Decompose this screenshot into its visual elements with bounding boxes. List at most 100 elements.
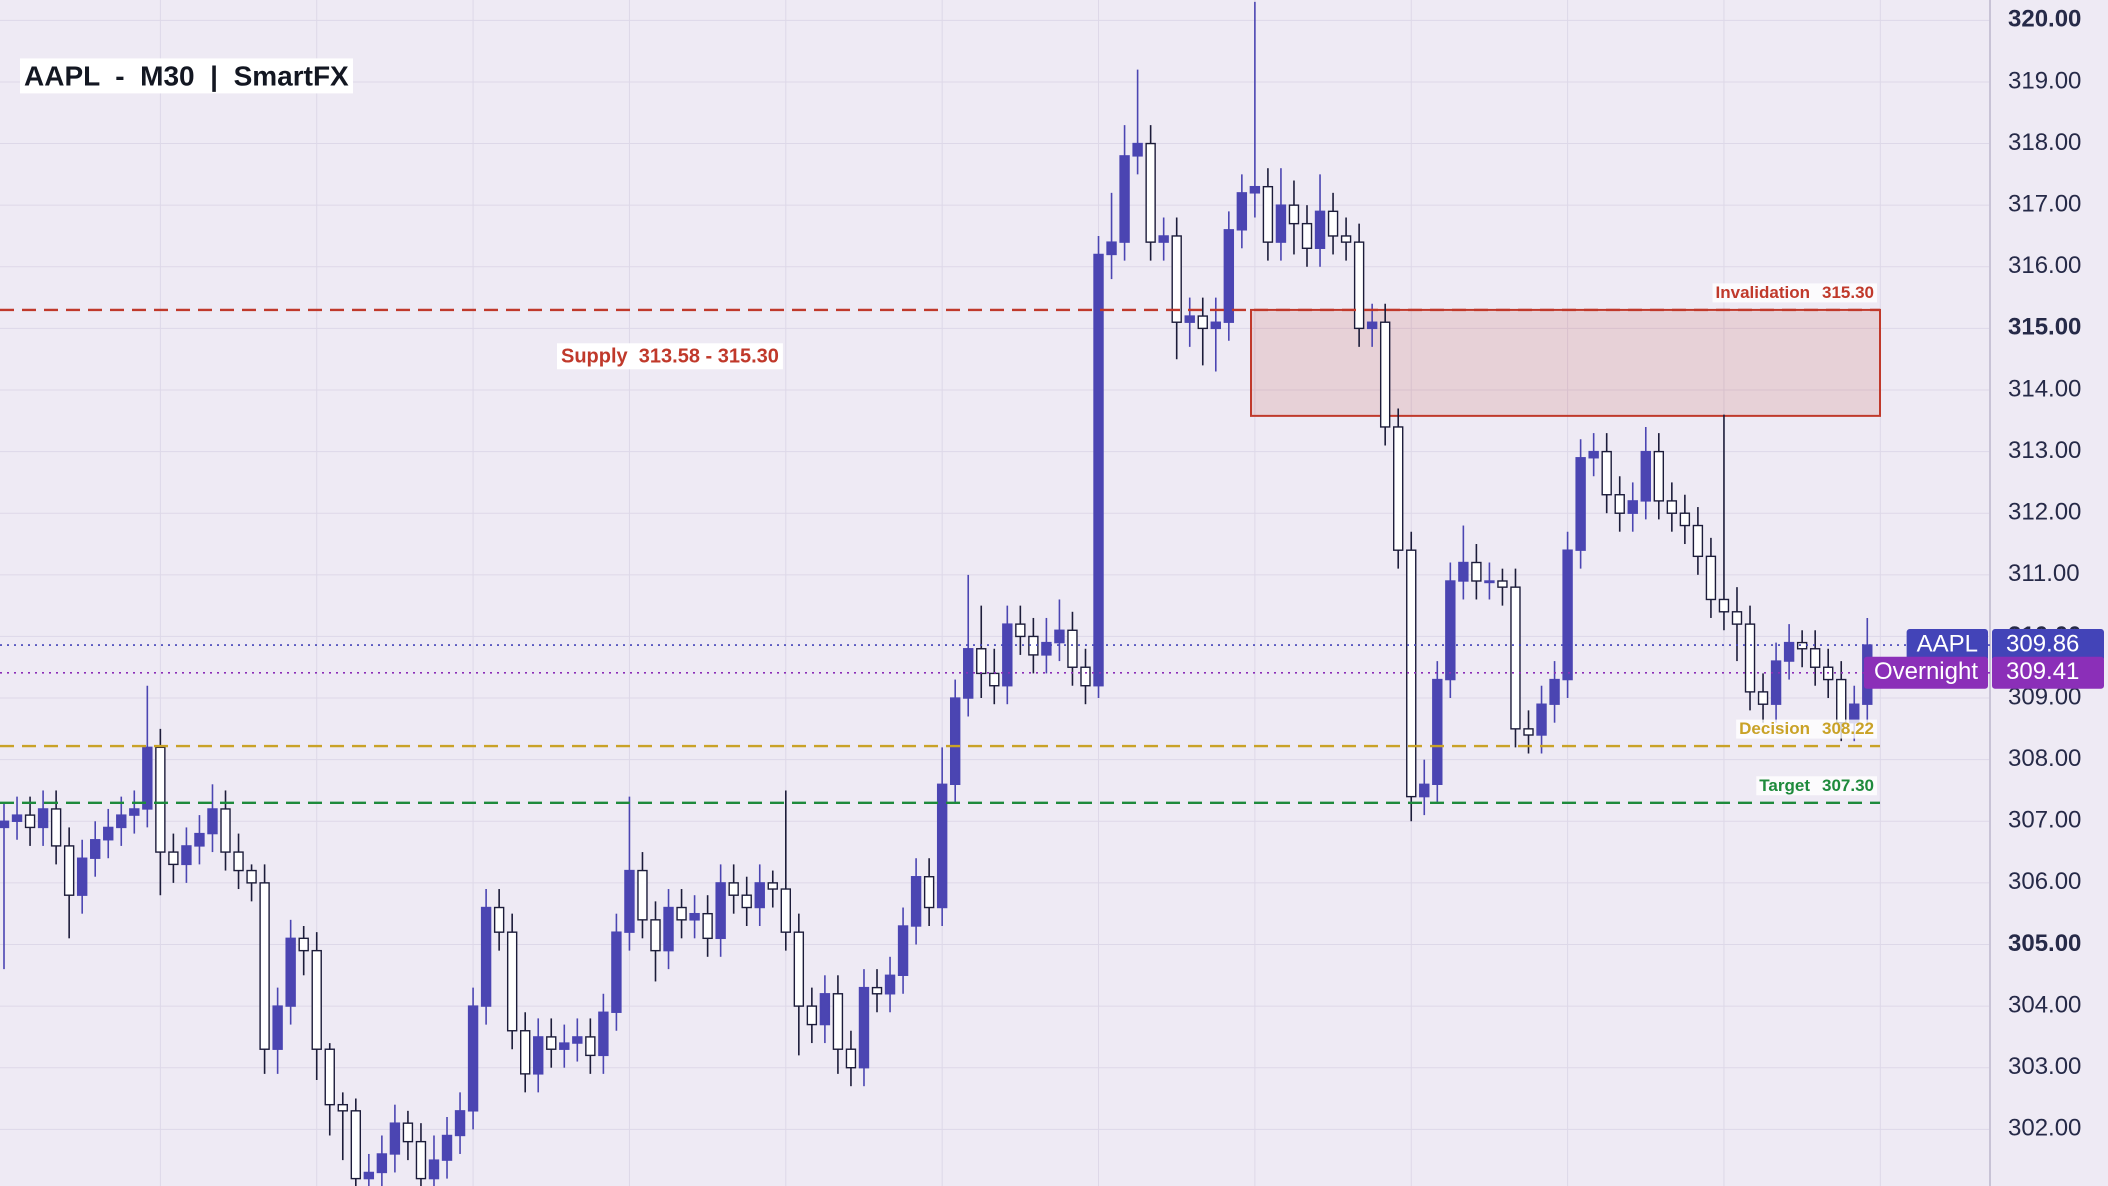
candle-body: [1523, 728, 1534, 736]
candle-body: [311, 949, 322, 1050]
candle-body: [533, 1036, 544, 1075]
candle-body: [1106, 241, 1117, 256]
candle-body: [520, 1030, 531, 1075]
candle-body: [1471, 561, 1482, 582]
candle-body: [168, 851, 179, 866]
candle-body: [1445, 580, 1456, 681]
candle-body: [155, 746, 166, 853]
candle-body: [741, 894, 752, 909]
candle-body: [702, 912, 713, 940]
badge-value: 309.41: [2006, 658, 2079, 685]
y-tick-label: 316.00: [2008, 252, 2081, 279]
candle-body: [76, 857, 88, 896]
candle-body: [1536, 703, 1547, 736]
y-tick-label: 312.00: [2008, 499, 2081, 526]
candle-body: [1041, 641, 1052, 656]
candle-body: [1731, 611, 1743, 625]
candle-body: [467, 1005, 479, 1112]
candle-body: [819, 993, 831, 1026]
candle-body: [1002, 623, 1013, 687]
candle-body: [1184, 315, 1195, 323]
candle-body: [832, 993, 844, 1050]
candle-body: [1588, 450, 1599, 459]
candle-body: [1119, 155, 1130, 243]
candle-body: [285, 937, 296, 1007]
level-label-bg: [1712, 283, 1877, 303]
candle-body: [337, 1103, 348, 1112]
candle-body: [350, 1110, 362, 1180]
candle-body: [897, 925, 909, 976]
candle-body: [1705, 555, 1717, 601]
level-value: 308.22: [1822, 720, 1874, 739]
candle-body: [1770, 660, 1782, 705]
candle-body: [1692, 524, 1704, 558]
candle-body: [1236, 192, 1248, 231]
candle-body: [1458, 561, 1469, 582]
level-value: 315.30: [1822, 283, 1874, 302]
candle-body: [923, 876, 935, 909]
candle-body: [1679, 512, 1691, 527]
candle-body: [1640, 450, 1651, 502]
candle-body: [1327, 210, 1339, 237]
candle-body: [1562, 549, 1573, 681]
candle-body: [506, 931, 518, 1032]
y-tick-label: 314.00: [2008, 375, 2081, 402]
candle-body: [246, 869, 257, 884]
candle-body: [767, 882, 778, 890]
badge-value-bg: [1992, 629, 2104, 662]
candle-body: [949, 697, 961, 786]
candle-body: [1288, 204, 1300, 225]
y-tick-label: 320.00: [2008, 6, 2081, 33]
candle-body: [871, 986, 883, 995]
candle-body: [793, 931, 805, 1007]
candle-body: [1093, 253, 1104, 687]
candle-body: [611, 931, 622, 1013]
badge-value: 309.86: [2006, 630, 2079, 657]
candle-body: [1718, 598, 1730, 613]
y-tick-label: 307.00: [2008, 807, 2081, 834]
candle-body: [715, 882, 726, 940]
candle-body: [0, 820, 10, 829]
level-label: Decision 308.22: [1739, 720, 1874, 739]
candle-body: [233, 851, 244, 872]
candle-body: [259, 882, 270, 1050]
candle-body: [402, 1122, 414, 1143]
candle-body: [90, 839, 101, 859]
candle-body: [181, 845, 192, 866]
level-name: Target: [1759, 776, 1810, 795]
candle-body: [728, 882, 739, 896]
candle-body: [1575, 457, 1586, 551]
level-label: Invalidation 315.30: [1716, 283, 1874, 302]
candle-body: [116, 814, 127, 829]
badge-name: Overnight: [1874, 658, 1978, 685]
candle-body: [1497, 580, 1508, 588]
candle-body: [1249, 185, 1261, 194]
candle-body: [1744, 623, 1756, 693]
chart-title: AAPL - M30 | SmartFX: [24, 60, 349, 91]
candle-body: [1419, 783, 1430, 798]
candle-body: [1067, 629, 1078, 668]
candle-body: [1666, 500, 1678, 514]
level-value: 307.30: [1822, 776, 1874, 795]
candle-body: [1757, 691, 1769, 705]
candle-body: [1275, 204, 1287, 243]
candle-body: [598, 1011, 609, 1057]
candle-body: [415, 1140, 427, 1180]
candle-body: [1197, 315, 1208, 330]
candle-body: [963, 648, 974, 699]
level-label-bg: [1736, 719, 1877, 739]
candle-body: [637, 869, 648, 921]
level-label: Target 307.30: [1759, 776, 1874, 795]
candle-body: [585, 1036, 596, 1057]
badge-value-bg: [1992, 656, 2104, 689]
candle-body: [428, 1159, 440, 1180]
candle-body: [976, 648, 987, 675]
candle-body: [546, 1036, 557, 1050]
candle-body: [1796, 641, 1808, 650]
badge-name-bg: [1906, 629, 1988, 662]
y-tick-label: 311.00: [2008, 560, 2080, 587]
candle-body: [363, 1171, 375, 1180]
candle-body: [1223, 229, 1235, 323]
y-tick-label: 305.00: [2008, 930, 2081, 957]
